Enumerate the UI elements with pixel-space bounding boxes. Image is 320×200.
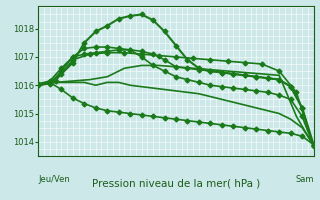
Text: Pression niveau de la mer( hPa ): Pression niveau de la mer( hPa ) [92,178,260,188]
Text: Jeu/Ven: Jeu/Ven [38,175,70,184]
Text: Sam: Sam [295,175,314,184]
